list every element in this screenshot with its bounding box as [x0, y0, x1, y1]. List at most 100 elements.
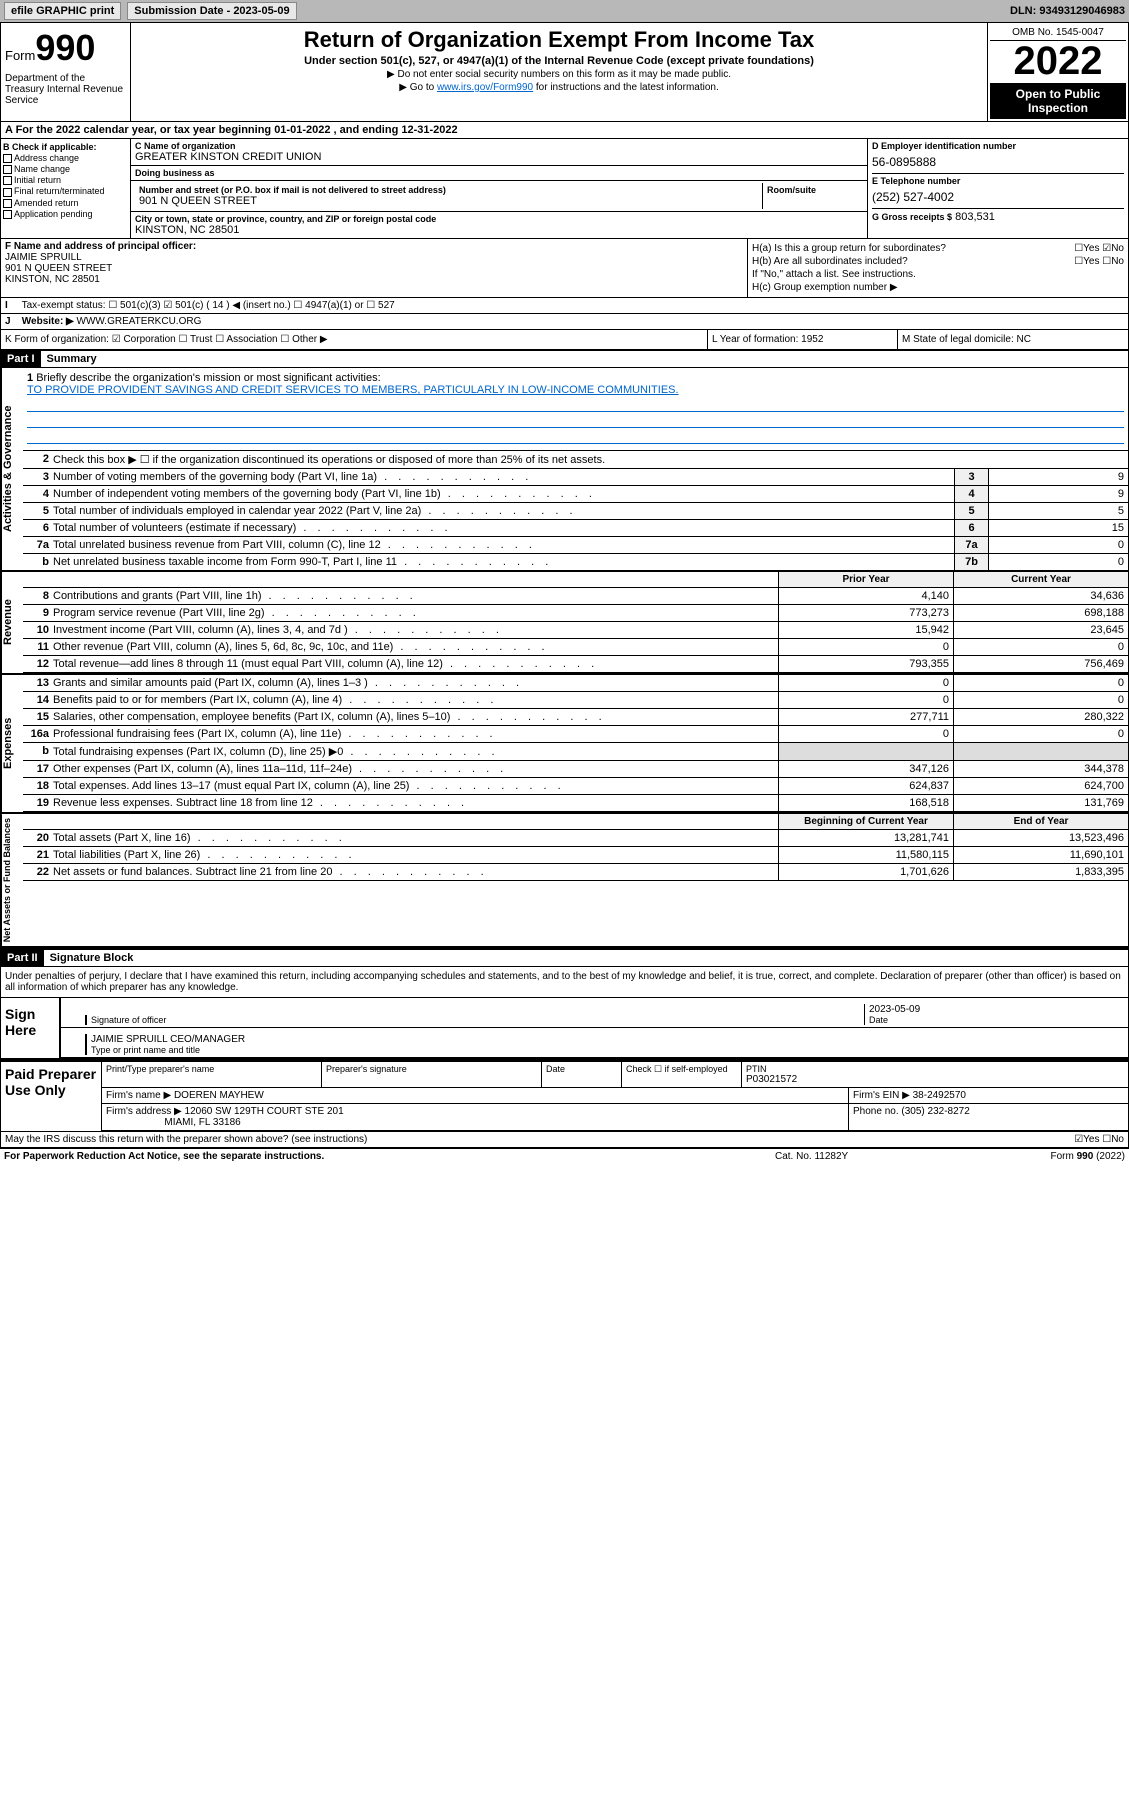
- city-label: City or town, state or province, country…: [135, 214, 863, 224]
- exp-row-16a: 16aProfessional fundraising fees (Part I…: [23, 726, 1128, 743]
- net-row-21: 21Total liabilities (Part X, line 26)11,…: [23, 847, 1128, 864]
- q2-text: Check this box ▶ ☐ if the organization d…: [51, 451, 1128, 468]
- tel-value: (252) 527-4002: [872, 190, 1124, 204]
- sign-here-label: Sign Here: [1, 998, 61, 1058]
- form-title: Return of Organization Exempt From Incom…: [135, 27, 983, 53]
- officer-addr2: KINSTON, NC 28501: [5, 274, 743, 285]
- dba-label: Doing business as: [135, 168, 863, 178]
- topbar: efile GRAPHIC print Submission Date - 20…: [0, 0, 1129, 22]
- page-footer: For Paperwork Reduction Act Notice, see …: [0, 1148, 1129, 1164]
- row-m-domicile: M State of legal domicile: NC: [898, 330, 1128, 349]
- prep-self-employed: Check ☐ if self-employed: [626, 1064, 737, 1075]
- prep-date-label: Date: [546, 1064, 617, 1074]
- net-row-22: 22Net assets or fund balances. Subtract …: [23, 864, 1128, 881]
- sig-date: 2023-05-09: [869, 1004, 1124, 1015]
- side-revenue: Revenue: [1, 572, 23, 673]
- firm-phone: (305) 232-8272: [901, 1106, 969, 1117]
- sig-officer-label: Signature of officer: [91, 1015, 864, 1025]
- ha-answer: ☐Yes ☑No: [1074, 243, 1124, 254]
- col-f-officer: F Name and address of principal officer:…: [1, 239, 748, 297]
- exp-row-18: 18Total expenses. Add lines 13–17 (must …: [23, 778, 1128, 795]
- date-label: Date: [869, 1015, 1124, 1025]
- chk-amended-return[interactable]: Amended return: [3, 198, 128, 208]
- chk-name-change[interactable]: Name change: [3, 164, 128, 174]
- current-year-hdr: Current Year: [953, 572, 1128, 587]
- firm-ein-label: Firm's EIN ▶: [853, 1090, 910, 1101]
- org-name: GREATER KINSTON CREDIT UNION: [135, 151, 863, 163]
- prior-year-hdr: Prior Year: [778, 572, 953, 587]
- q2-row: 2 Check this box ▶ ☐ if the organization…: [23, 451, 1128, 469]
- rev-row-12: 12Total revenue—add lines 8 through 11 (…: [23, 656, 1128, 673]
- gov-row-3: 3Number of voting members of the governi…: [23, 469, 1128, 486]
- row-i-tax-status: I Tax-exempt status: ☐ 501(c)(3) ☑ 501(c…: [1, 297, 1128, 313]
- hb-note: If "No," attach a list. See instructions…: [752, 269, 1124, 280]
- rev-row-11: 11Other revenue (Part VIII, column (A), …: [23, 639, 1128, 656]
- exp-row-13: 13Grants and similar amounts paid (Part …: [23, 675, 1128, 692]
- street-address: 901 N QUEEN STREET: [139, 195, 758, 207]
- officer-printed-name: JAIMIE SPRUILL CEO/MANAGER: [91, 1034, 1124, 1045]
- col-b-checkboxes: B Check if applicable: Address change Na…: [1, 139, 131, 238]
- prep-name-label: Print/Type preparer's name: [106, 1064, 317, 1074]
- form-number: 990: [35, 27, 95, 68]
- website-url[interactable]: WWW.GREATERKCU.ORG: [77, 316, 202, 327]
- gov-row-7b: bNet unrelated business taxable income f…: [23, 554, 1128, 570]
- discuss-question: May the IRS discuss this return with the…: [5, 1134, 367, 1145]
- tax-status-opts: ☐ 501(c)(3) ☑ 501(c) ( 14 ) ◀ (insert no…: [108, 300, 394, 311]
- chk-address-change[interactable]: Address change: [3, 153, 128, 163]
- hc-exemption: H(c) Group exemption number ▶: [752, 282, 1124, 293]
- q1-text: Briefly describe the organization's miss…: [36, 372, 380, 384]
- beginning-year-hdr: Beginning of Current Year: [778, 814, 953, 829]
- chk-initial-return[interactable]: Initial return: [3, 175, 128, 185]
- row-k-form-of-org: K Form of organization: ☑ Corporation ☐ …: [1, 330, 708, 349]
- side-expenses: Expenses: [1, 675, 23, 812]
- gross-receipts: 803,531: [955, 211, 995, 223]
- form-label: Form: [5, 48, 35, 63]
- rev-row-10: 10Investment income (Part VIII, column (…: [23, 622, 1128, 639]
- firm-addr2: MIAMI, FL 33186: [164, 1117, 240, 1128]
- tel-label: E Telephone number: [872, 176, 1124, 186]
- col-c-org-info: C Name of organization GREATER KINSTON C…: [131, 139, 868, 238]
- part2-tag: Part II: [1, 950, 44, 966]
- paperwork-notice: For Paperwork Reduction Act Notice, see …: [4, 1151, 775, 1162]
- dept-treasury: Department of the Treasury Internal Reve…: [5, 73, 126, 106]
- end-year-hdr: End of Year: [953, 814, 1128, 829]
- net-header-row: Beginning of Current Year End of Year: [23, 814, 1128, 830]
- q1-mission-block: 1 Briefly describe the organization's mi…: [23, 368, 1128, 451]
- city-state-zip: KINSTON, NC 28501: [135, 224, 863, 236]
- exp-row-b: bTotal fundraising expenses (Part IX, co…: [23, 743, 1128, 761]
- chk-final-return[interactable]: Final return/terminated: [3, 186, 128, 196]
- q1-num: 1: [27, 372, 33, 384]
- col-h-group: H(a) Is this a group return for subordin…: [748, 239, 1128, 297]
- ein-value: 56-0895888: [872, 155, 1124, 169]
- discuss-answer: ☑Yes ☐No: [1074, 1134, 1124, 1145]
- hb-answer: ☐Yes ☐No: [1074, 256, 1124, 267]
- ein-label: D Employer identification number: [872, 141, 1124, 151]
- goto-pre: ▶ Go to: [399, 82, 437, 93]
- cat-number: Cat. No. 11282Y: [775, 1151, 975, 1162]
- rev-header-row: Prior Year Current Year: [23, 572, 1128, 588]
- perjury-declaration: Under penalties of perjury, I declare th…: [1, 967, 1128, 998]
- side-governance: Activities & Governance: [1, 368, 23, 570]
- officer-addr1: 901 N QUEEN STREET: [5, 263, 743, 274]
- form-number-block: Form990 Department of the Treasury Inter…: [1, 23, 131, 121]
- col-b-label: B Check if applicable:: [3, 142, 128, 152]
- chk-application-pending[interactable]: Application pending: [3, 209, 128, 219]
- firm-name: DOEREN MAYHEW: [174, 1090, 264, 1101]
- exp-row-17: 17Other expenses (Part IX, column (A), l…: [23, 761, 1128, 778]
- efile-print-button[interactable]: efile GRAPHIC print: [4, 2, 121, 20]
- part1-header: Part I Summary: [1, 349, 1128, 368]
- irs-link[interactable]: www.irs.gov/Form990: [437, 82, 533, 93]
- gov-row-7a: 7aTotal unrelated business revenue from …: [23, 537, 1128, 554]
- hb-question: H(b) Are all subordinates included?: [752, 256, 908, 267]
- form-subtitle: Under section 501(c), 527, or 4947(a)(1)…: [135, 55, 983, 67]
- mission-text: TO PROVIDE PROVIDENT SAVINGS AND CREDIT …: [27, 384, 1124, 396]
- rev-row-9: 9Program service revenue (Part VIII, lin…: [23, 605, 1128, 622]
- gov-row-6: 6Total number of volunteers (estimate if…: [23, 520, 1128, 537]
- part1-tag: Part I: [1, 351, 41, 367]
- submission-date: Submission Date - 2023-05-09: [127, 2, 296, 20]
- firm-addr1: 12060 SW 129TH COURT STE 201: [185, 1106, 344, 1117]
- goto-post: for instructions and the latest informat…: [533, 82, 719, 93]
- part1-title: Summary: [41, 351, 103, 367]
- org-name-label: C Name of organization: [135, 141, 863, 151]
- net-row-20: 20Total assets (Part X, line 16)13,281,7…: [23, 830, 1128, 847]
